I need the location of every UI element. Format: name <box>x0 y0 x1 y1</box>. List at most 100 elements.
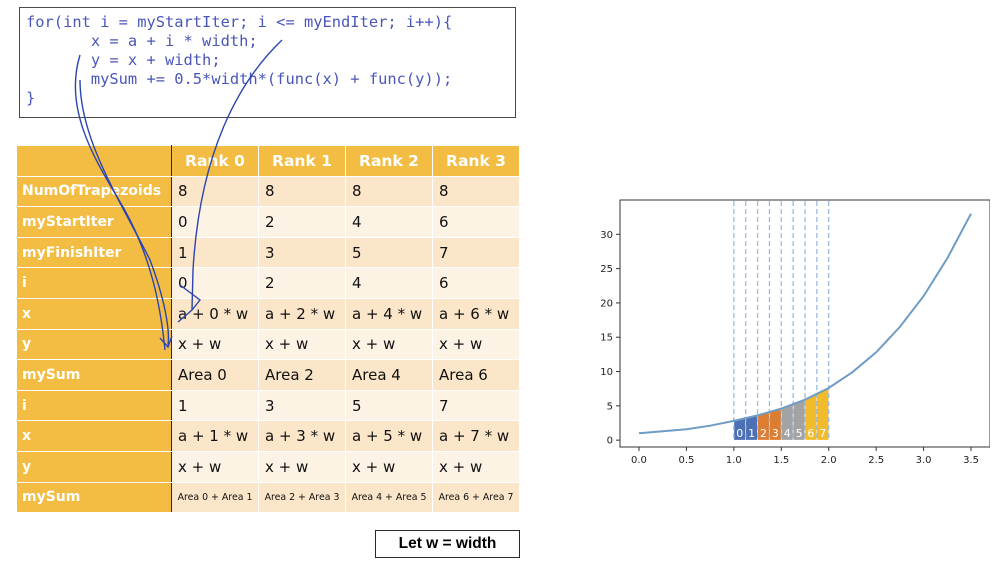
table-cell: Area 4 + Area 5 <box>345 481 433 514</box>
table-cell: 7 <box>432 389 520 422</box>
table-cell: 7 <box>432 236 520 269</box>
table-row: NumOfTrapezoids 8 8 8 8 <box>16 175 520 208</box>
table-cell: x + w <box>258 450 346 483</box>
table-corner-cell <box>16 145 172 177</box>
trapezoid-label: 3 <box>772 427 779 440</box>
table-cell: 5 <box>345 389 433 422</box>
table-cell: 0 <box>171 267 259 299</box>
table-cell: a + 3 * w <box>258 420 346 452</box>
x-tick-label: 2.0 <box>821 455 837 466</box>
y-tick-label: 30 <box>600 230 613 241</box>
table-cell: 2 <box>258 206 346 238</box>
x-tick-label: 3.0 <box>916 455 932 466</box>
y-tick-label: 5 <box>607 401 613 412</box>
function-chart: 0 1 2 3 4 5 6 70.0 0.5 1.0 1.5 2.0 2.5 3.0 3.505101520… <box>600 199 990 466</box>
table-row: x a + 0 * w a + 2 * w a + 4 * w a + 6 * … <box>16 297 520 330</box>
table-cell: Area 0 + Area 1 <box>171 481 259 514</box>
table-cell: Area 0 <box>171 359 259 391</box>
table-cell: 1 <box>171 236 259 269</box>
table-cell: a + 2 * w <box>258 297 346 330</box>
table-cell: 1 <box>171 389 259 422</box>
table-cell: x + w <box>345 450 433 483</box>
trapezoid-label: 5 <box>796 427 803 440</box>
y-tick-label: 25 <box>600 264 613 275</box>
table-cell: 6 <box>432 267 520 299</box>
trapezoid-label: 7 <box>819 427 826 440</box>
table-row: y x + w x + w x + w x + w <box>16 328 520 361</box>
y-tick-label: 10 <box>600 367 613 378</box>
row-label: y <box>16 328 172 361</box>
table-cell: 8 <box>258 175 346 208</box>
y-tick-label: 15 <box>600 333 613 344</box>
y-tick-label: 0 <box>607 436 613 447</box>
row-label: y <box>16 450 172 483</box>
table-cell: 3 <box>258 236 346 269</box>
trapezoid-label: 2 <box>760 427 767 440</box>
table-cell: x + w <box>258 328 346 361</box>
rank-header: Rank 0 <box>171 145 259 177</box>
table-cell: Area 6 + Area 7 <box>432 481 520 514</box>
table-cell: x + w <box>432 328 520 361</box>
table-cell: x + w <box>432 450 520 483</box>
table-cell: a + 7 * w <box>432 420 520 452</box>
table-cell: 5 <box>345 236 433 269</box>
row-label: NumOfTrapezoids <box>16 175 172 208</box>
table-row: i 0 2 4 6 <box>16 267 520 299</box>
table-cell: 2 <box>258 267 346 299</box>
table-row: myFinishIter 1 3 5 7 <box>16 236 520 269</box>
code-line: for(int i = myStartIter; i <= myEndIter;… <box>26 13 453 31</box>
width-note: Let w = width <box>375 530 520 558</box>
x-tick-label: 1.5 <box>773 455 789 466</box>
table-cell: 0 <box>171 206 259 238</box>
code-line: x = a + i * width; <box>26 32 258 50</box>
function-curve <box>638 213 972 435</box>
y-tick-label: 20 <box>600 298 613 309</box>
row-label: myStartIter <box>16 206 172 238</box>
plot-frame <box>619 199 990 448</box>
table-cell: 8 <box>432 175 520 208</box>
code-line: } <box>26 89 36 107</box>
table-cell: 8 <box>171 175 259 208</box>
rank-iteration-table: Rank 0 Rank 1 Rank 2 Rank 3 NumOfTrapezo… <box>16 145 520 514</box>
code-snippet: for(int i = myStartIter; i <= myEndIter;… <box>19 7 516 118</box>
x-tick-label: 0.0 <box>631 455 647 466</box>
table-cell: a + 1 * w <box>171 420 259 452</box>
x-tick-label: 3.5 <box>963 455 979 466</box>
table-cell: 8 <box>345 175 433 208</box>
table-cell: a + 0 * w <box>171 297 259 330</box>
table-cell: a + 5 * w <box>345 420 433 452</box>
trapezoid-label: 4 <box>784 427 791 440</box>
table-row: x a + 1 * w a + 3 * w a + 5 * w a + 7 * … <box>16 420 520 452</box>
trapezoid-label: 0 <box>736 427 743 440</box>
table-row: y x + w x + w x + w x + w <box>16 450 520 483</box>
table-cell: Area 2 <box>258 359 346 391</box>
rank-header: Rank 1 <box>258 145 346 177</box>
table-cell: x + w <box>171 450 259 483</box>
table-cell: 4 <box>345 206 433 238</box>
trapezoid-label: 1 <box>748 427 755 440</box>
table-row: myStartIter 0 2 4 6 <box>16 206 520 238</box>
table-cell: x + w <box>345 328 433 361</box>
rank-header: Rank 3 <box>432 145 520 177</box>
row-label: i <box>16 389 172 422</box>
table-cell: Area 2 + Area 3 <box>258 481 346 514</box>
rank-header: Rank 2 <box>345 145 433 177</box>
row-label: mySum <box>16 481 172 514</box>
row-label: x <box>16 297 172 330</box>
table-header-row: Rank 0 Rank 1 Rank 2 Rank 3 <box>16 145 520 177</box>
row-label: x <box>16 420 172 452</box>
table-cell: 4 <box>345 267 433 299</box>
code-line: y = x + width; <box>26 51 221 69</box>
table-cell: a + 4 * w <box>345 297 433 330</box>
x-tick-label: 0.5 <box>678 455 694 466</box>
table-cell: 3 <box>258 389 346 422</box>
table-cell: 6 <box>432 206 520 238</box>
code-line: mySum += 0.5*width*(func(x) + func(y)); <box>26 70 453 88</box>
row-label: mySum <box>16 359 172 391</box>
x-tick-label: 1.0 <box>726 455 742 466</box>
table-row: mySum Area 0 + Area 1 Area 2 + Area 3 Ar… <box>16 481 520 514</box>
table-cell: x + w <box>171 328 259 361</box>
table-cell: a + 6 * w <box>432 297 520 330</box>
row-label: myFinishIter <box>16 236 172 269</box>
table-row: i 1 3 5 7 <box>16 389 520 422</box>
